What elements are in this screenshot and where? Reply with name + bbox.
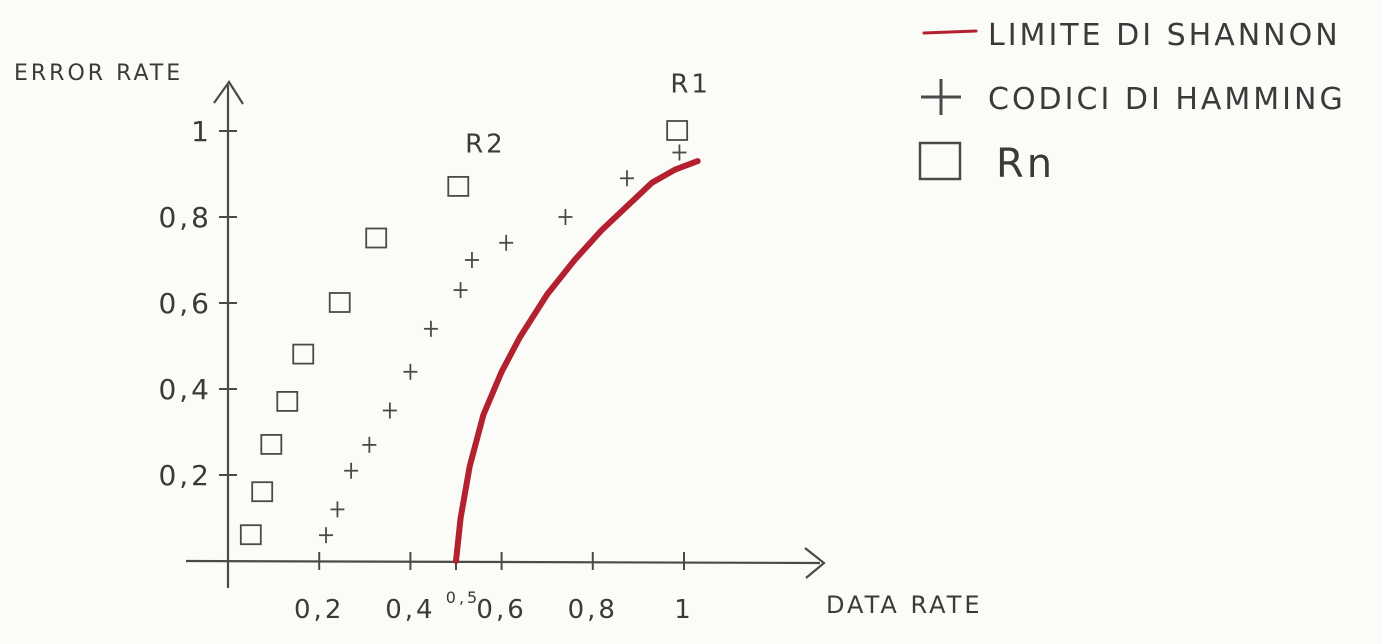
hamming-point (558, 209, 573, 225)
hamming-point (499, 234, 514, 251)
x-tick-label: 1 (674, 595, 694, 625)
y-axis-arrow (213, 80, 244, 105)
rn-point (447, 175, 470, 197)
hamming-point (620, 170, 634, 187)
hamming-point (319, 527, 334, 544)
y-tick-label: 0,4 (158, 373, 212, 406)
shannon-limit-line (453, 158, 701, 564)
x-tick-label: 0,8 (568, 595, 618, 625)
x-axis-arrow (804, 547, 826, 579)
x-axis (185, 559, 821, 565)
series-layer (239, 120, 701, 564)
hamming-point (330, 501, 345, 518)
x-axis-label: DATA RATE (826, 591, 983, 619)
y-tick-label: 1 (191, 115, 212, 148)
rn-point (666, 120, 689, 141)
hamming-point (464, 252, 479, 268)
legend-label: Rn (996, 141, 1055, 187)
rn-point (276, 390, 299, 412)
legend: LIMITE DI SHANNON CODICI DI HAMMING Rn (918, 18, 1346, 187)
legend-line-swatch (922, 29, 978, 35)
hamming-point (423, 320, 438, 337)
legend-plus-swatch (921, 79, 961, 115)
x-tick-label: 0,2 (294, 595, 344, 625)
point-annotation: R2 (465, 130, 506, 160)
rn-point (239, 524, 262, 546)
ticks (219, 130, 685, 570)
hamming-point (344, 462, 359, 479)
axes (185, 80, 826, 588)
y-tick-label: 0,2 (158, 459, 212, 492)
legend-square-swatch (918, 141, 962, 181)
hamming-point (672, 144, 687, 161)
hamming-point (362, 436, 377, 453)
rn-point (260, 433, 283, 455)
y-axis-label: ERROR RATE (14, 61, 183, 86)
rn-point (251, 481, 274, 503)
y-tick-label: 0,8 (158, 201, 212, 234)
point-annotation: R1 (670, 69, 711, 99)
x-tick-label: 0,4 (385, 595, 435, 625)
y-tick-label: 0,6 (158, 287, 212, 320)
x-tick-label: 0,6 (476, 595, 526, 625)
tick-labels: 0,2 0,4 0,50,6 0,8 10,20,40,60,81 (158, 115, 694, 625)
hamming-point (453, 282, 468, 299)
hamming-point (403, 363, 418, 380)
annotation-layer: R1 R2 (465, 69, 711, 160)
x-tick-label: 0,5 (446, 588, 480, 607)
rn-point (292, 343, 315, 365)
rn-point (328, 292, 351, 313)
legend-label: CODICI DI HAMMING (988, 82, 1346, 117)
hamming-point (382, 402, 397, 419)
rn-point (365, 227, 388, 249)
legend-label: LIMITE DI SHANNON (988, 18, 1341, 53)
